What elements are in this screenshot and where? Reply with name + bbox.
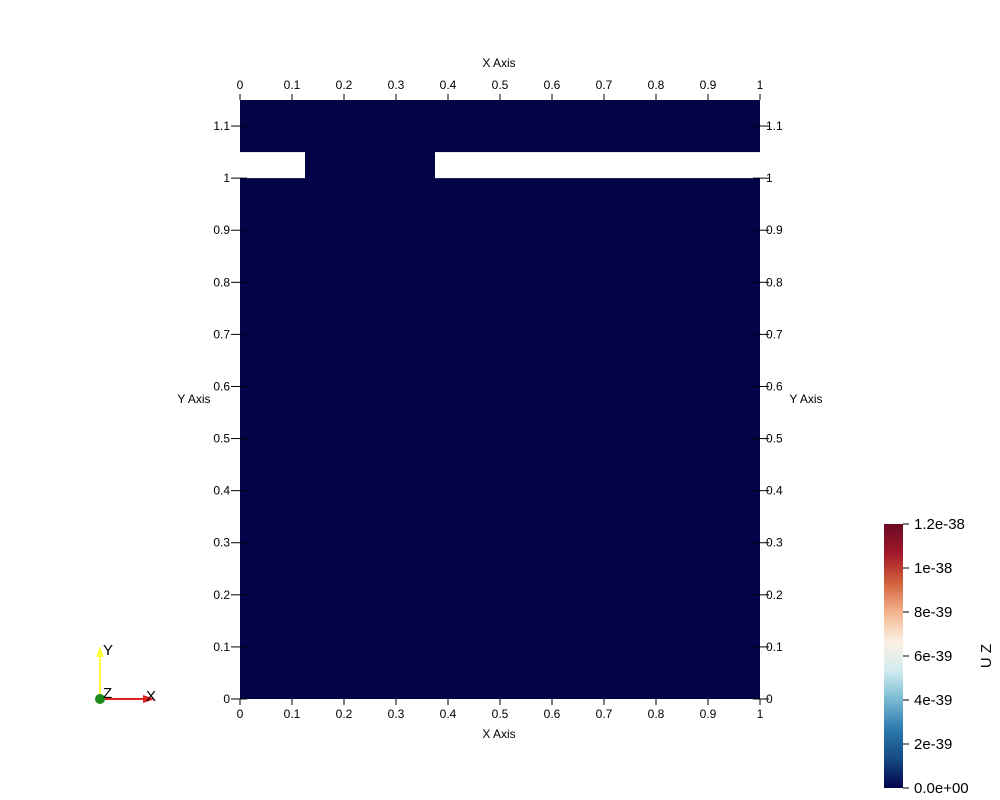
y-tick-label-left: 0.2 bbox=[213, 588, 230, 602]
y-axis-left: 0 0.1 0.2 0.3 0.4 0.5 0.6 0.7 0.8 0.9 1 1.1 bbox=[213, 119, 247, 706]
y-tick-label-right: 0.3 bbox=[766, 536, 783, 550]
y-arrow-head bbox=[96, 646, 104, 657]
x-tick-label-top: 0.7 bbox=[596, 78, 613, 92]
x-tick-label-bottom: 1 bbox=[757, 707, 764, 721]
y-tick-label-right: 0.2 bbox=[766, 588, 783, 602]
x-tick-label-bottom: 0 bbox=[237, 707, 244, 721]
x-tick-label-bottom: 0.9 bbox=[700, 707, 717, 721]
y-tick-label-left: 0 bbox=[223, 692, 230, 706]
x-tick-label-bottom: 0.4 bbox=[440, 707, 457, 721]
orientation-y-label: Y bbox=[103, 642, 113, 659]
colormap-label: 1.2e-38 bbox=[914, 516, 965, 533]
y-tick-label-right: 0.9 bbox=[766, 223, 783, 237]
uz-field-surface[interactable] bbox=[240, 100, 760, 699]
y-tick-label-right: 0.6 bbox=[766, 379, 783, 393]
x-tick-label-bottom: 0.7 bbox=[596, 707, 613, 721]
domain-gap-1 bbox=[240, 152, 305, 179]
x-tick-label-top: 0.8 bbox=[648, 78, 665, 92]
colormap-label: 1e-38 bbox=[914, 560, 952, 577]
x-tick-label-bottom: 0.6 bbox=[544, 707, 561, 721]
x-tick-label-top: 1 bbox=[757, 78, 764, 92]
colormap-label: 0.0e+00 bbox=[914, 780, 969, 797]
color-legend-title: U Z bbox=[978, 644, 995, 668]
x-tick-label-top: 0.3 bbox=[388, 78, 405, 92]
colormap-label: 4e-39 bbox=[914, 692, 952, 709]
y-tick-label-left: 0.9 bbox=[213, 223, 230, 237]
x-tick-label-top: 0.6 bbox=[544, 78, 561, 92]
cube-axes: 0 0.1 0.2 0.3 0.4 0.5 0.6 0.7 0.8 0.9 1 0 0.1 0.2 0.3… bbox=[177, 56, 822, 741]
x-axis-top: 0 0.1 0.2 0.3 0.4 0.5 0.6 0.7 0.8 0.9 1 bbox=[237, 78, 764, 100]
domain-gap-2 bbox=[435, 152, 760, 179]
y-tick-label-left: 0.1 bbox=[213, 640, 230, 654]
colormap-labels: 1.2e-38 1e-38 8e-39 6e-39 4e-39 2e-39 0.0e+00 bbox=[903, 516, 969, 797]
y-tick-label-left: 0.5 bbox=[213, 432, 230, 446]
color-legend[interactable]: 1.2e-381e-388e-396e-394e-392e-390.0e+00 … bbox=[884, 516, 995, 797]
x-tick-label-top: 0 bbox=[237, 78, 244, 92]
x-tick-label-top: 0.1 bbox=[284, 78, 301, 92]
y-tick-label-right: 0.5 bbox=[766, 432, 783, 446]
y-tick-label-left: 0.7 bbox=[213, 327, 230, 341]
x-tick-label-bottom: 0.3 bbox=[388, 707, 405, 721]
x-tick-label-bottom: 0.5 bbox=[492, 707, 509, 721]
x-axis-title-bottom: X Axis bbox=[482, 727, 515, 741]
y-axis-right: 0 0.1 0.2 0.3 0.4 0.5 0.6 0.7 0.8 0.9 1 1.1 bbox=[753, 119, 783, 706]
colormap-label: 6e-39 bbox=[914, 648, 952, 665]
x-axis-bottom: 0 0.1 0.2 0.3 0.4 0.5 0.6 0.7 0.8 0.9 1 bbox=[237, 699, 764, 721]
y-tick-label-left: 0.4 bbox=[213, 484, 230, 498]
y-tick-label-right: 0 bbox=[766, 692, 773, 706]
y-tick-label-left: 1.1 bbox=[213, 119, 230, 133]
y-tick-label-left: 0.8 bbox=[213, 275, 230, 289]
x-arrow-head bbox=[143, 695, 155, 703]
x-tick-label-bottom: 0.8 bbox=[648, 707, 665, 721]
colormap-bar[interactable] bbox=[884, 524, 903, 788]
y-tick-label-right: 1 bbox=[766, 171, 773, 185]
y-tick-label-left: 0.3 bbox=[213, 536, 230, 550]
orientation-z-label: Z bbox=[103, 685, 112, 702]
x-tick-label-top: 0.9 bbox=[700, 78, 717, 92]
domain-gaps bbox=[240, 152, 760, 179]
colormap-label: 2e-39 bbox=[914, 736, 952, 753]
y-tick-label-right: 0.4 bbox=[766, 484, 783, 498]
y-tick-label-right: 0.1 bbox=[766, 640, 783, 654]
x-tick-label-top: 0.2 bbox=[336, 78, 353, 92]
y-tick-label-left: 0.6 bbox=[213, 379, 230, 393]
z-direction-dot bbox=[95, 694, 105, 704]
y-axis-title-right: Y Axis bbox=[789, 392, 822, 406]
x-tick-label-top: 0.5 bbox=[492, 78, 509, 92]
y-tick-label-right: 0.7 bbox=[766, 327, 783, 341]
x-tick-label-top: 0.4 bbox=[440, 78, 457, 92]
orientation-axes-widget[interactable]: Y X Z bbox=[95, 642, 156, 705]
x-tick-label-bottom: 0.1 bbox=[284, 707, 301, 721]
y-tick-label-right: 0.8 bbox=[766, 275, 783, 289]
y-tick-label-right: 1.1 bbox=[766, 119, 783, 133]
plot-area[interactable] bbox=[240, 100, 760, 699]
x-tick-label-bottom: 0.2 bbox=[336, 707, 353, 721]
y-tick-label-left: 1 bbox=[223, 171, 230, 185]
colormap-label: 8e-39 bbox=[914, 604, 952, 621]
y-axis-title-left: Y Axis bbox=[177, 392, 210, 406]
orientation-x-label: X bbox=[146, 688, 156, 705]
x-axis-title-top: X Axis bbox=[482, 56, 515, 70]
